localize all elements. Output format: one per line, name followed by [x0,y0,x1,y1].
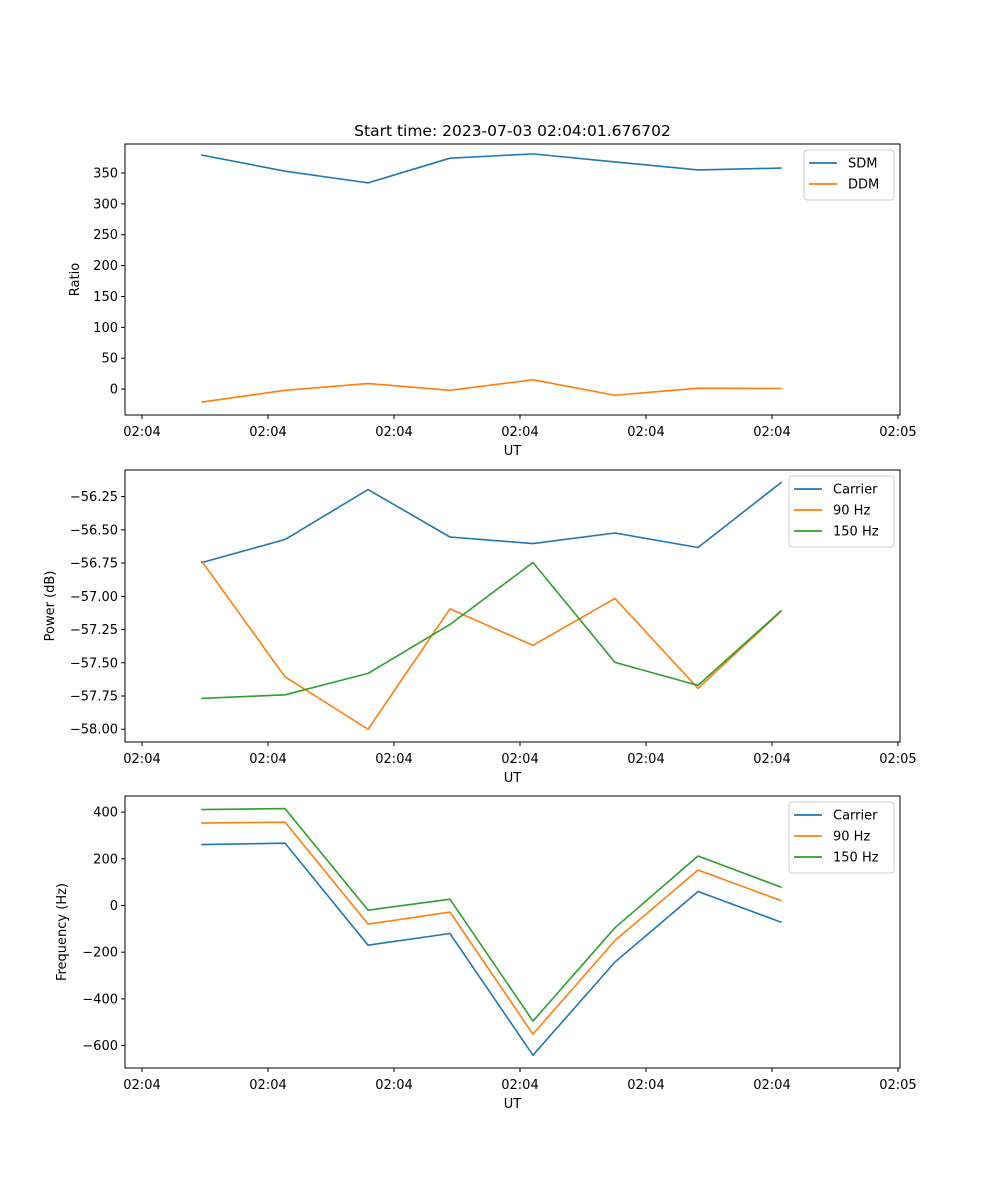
legend-box [788,801,895,874]
ratio-panel: 02:04 02:04 02:04 02:04 02:04 02:04 02:05 0 50 10… [68,143,917,459]
y-tick-label: −57.50 [70,656,118,671]
series-line-carrier [200,481,783,564]
y-tick-label: −400 [82,992,118,1007]
series-line-sdm [201,153,782,184]
y-tick-label: 400 [93,806,118,821]
legend-label: DDM [848,178,879,193]
x-tick-label: 02:04 [123,752,160,767]
legend-label: SDM [848,157,877,172]
y-axis-label: Frequency (Hz) [55,883,70,981]
y-tick-label: −56.50 [70,523,118,538]
series-line-90-hz [201,821,782,1035]
y-tick-label: −57.00 [70,590,118,605]
x-tick-label: 02:04 [249,425,286,440]
legend-label: 90 Hz [833,504,870,519]
y-tick-label: −57.25 [70,623,118,638]
series-line-ddm [201,379,782,403]
x-tick-label: 02:04 [501,752,538,767]
axes-frame [124,795,901,1069]
y-tick-label: 100 [93,321,118,336]
x-tick-label: 02:04 [627,425,664,440]
series-line-carrier [201,842,782,1056]
y-tick-label: −57.75 [70,690,118,705]
legend-label: 150 Hz [833,851,879,866]
y-tick-label: 200 [93,852,118,867]
x-tick-label: 02:04 [375,1078,412,1093]
x-axis-label: UT [504,771,522,786]
y-tick-label: 150 [93,290,118,305]
x-tick-label: 02:04 [627,752,664,767]
x-tick-label: 02:04 [627,1078,664,1093]
x-tick-label: 02:04 [501,425,538,440]
legend: SDM DDM [803,149,895,201]
x-tick-label: 02:04 [375,752,412,767]
y-tick-label: 0 [110,899,118,914]
power-panel: 02:04 02:04 02:04 02:04 02:04 02:04 02:05 −58.0… [43,469,917,786]
axes-frame [124,143,901,416]
legend-label: 90 Hz [833,830,870,845]
x-tick-label: 02:04 [375,425,412,440]
y-axis-label: Ratio [68,263,83,296]
x-tick-label: 02:04 [753,1078,790,1093]
y-tick-label: −600 [82,1039,118,1054]
y-tick-label: 350 [93,167,118,182]
chart-title: Start time: 2023-07-03 02:04:01.676702 [354,122,671,140]
x-tick-label: 02:04 [249,752,286,767]
y-tick-label: −56.25 [70,490,118,505]
legend-label: Carrier [833,809,878,824]
legend-label: 150 Hz [833,525,879,540]
x-tick-label: 02:04 [753,425,790,440]
y-tick-label: 200 [93,259,118,274]
x-tick-label: 02:05 [879,1078,916,1093]
x-tick-label: 02:04 [501,1078,538,1093]
legend: Carrier 90 Hz 150 Hz [788,801,895,874]
frequency-panel: 02:04 02:04 02:04 02:04 02:04 02:04 02:05 −600 −… [55,795,917,1112]
legend-box [788,475,895,548]
legend: Carrier 90 Hz 150 Hz [788,475,895,548]
y-tick-label: −56.75 [70,557,118,572]
x-tick-label: 02:05 [879,425,916,440]
x-axis-label: UT [504,444,522,459]
y-tick-label: 300 [93,197,118,212]
series-line-150-hz [201,807,782,1022]
x-tick-label: 02:05 [879,752,916,767]
y-axis-label: Power (dB) [43,571,58,642]
series-line-150-hz [201,561,783,700]
x-tick-label: 02:04 [123,1078,160,1093]
x-tick-label: 02:04 [123,425,160,440]
axes-frame [124,469,901,743]
y-tick-label: 50 [101,352,118,367]
legend-label: Carrier [833,483,878,498]
x-tick-label: 02:04 [249,1078,286,1093]
x-tick-label: 02:04 [753,752,790,767]
y-tick-label: −58.00 [70,723,118,738]
y-tick-label: −200 [82,946,118,961]
series-line-90-hz [200,560,783,731]
x-axis-label: UT [504,1097,522,1112]
y-tick-label: 0 [110,383,118,398]
y-tick-label: 250 [93,228,118,243]
